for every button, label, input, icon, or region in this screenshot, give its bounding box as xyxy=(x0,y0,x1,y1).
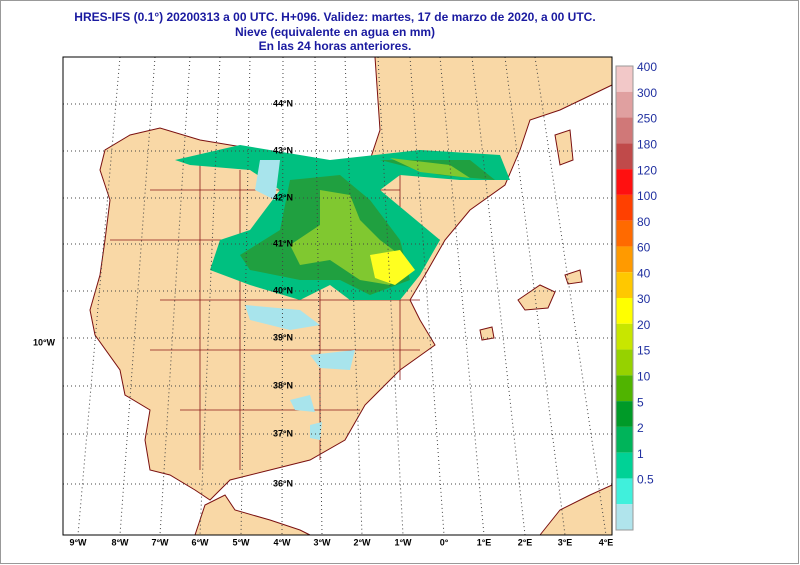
legend-label: 30 xyxy=(637,292,651,306)
legend-swatch xyxy=(616,426,633,453)
lon-label: 2°E xyxy=(518,537,533,547)
lon-label: 4°W xyxy=(273,537,291,547)
legend-swatch xyxy=(616,117,633,144)
legend-swatch xyxy=(616,452,633,479)
legend-label: 100 xyxy=(637,189,657,203)
lat-label: 38°N xyxy=(273,380,293,390)
legend-swatch xyxy=(616,298,633,324)
graticule xyxy=(63,56,612,536)
legend-swatch xyxy=(616,272,633,298)
legend-label: 60 xyxy=(637,241,651,255)
snow-area xyxy=(245,160,355,440)
lat-label: 44°N xyxy=(273,98,293,108)
lat-label: 36°N xyxy=(273,478,293,488)
lon-label: 3°E xyxy=(558,537,573,547)
lat-label: 39°N xyxy=(273,332,293,342)
legend-label: 250 xyxy=(637,112,657,126)
legend-swatch xyxy=(616,220,633,247)
land xyxy=(479,269,583,341)
lon-label: 6°W xyxy=(191,537,209,547)
lon-label: 9°W xyxy=(69,537,87,547)
legend-label: 180 xyxy=(637,138,657,152)
lat-label: 42°N xyxy=(273,192,293,202)
legend-swatch xyxy=(616,66,633,92)
legend-label: 2 xyxy=(637,421,644,435)
lat-label: 40°N xyxy=(273,285,293,295)
lon-label: 5°W xyxy=(232,537,250,547)
legend-label: 1 xyxy=(637,447,644,461)
lon-label: 10°W xyxy=(33,337,56,347)
legend-label: 15 xyxy=(637,344,651,358)
lon-label: 7°W xyxy=(151,537,169,547)
legend-label: 20 xyxy=(637,318,651,332)
lon-label: 3°W xyxy=(313,537,331,547)
legend-swatch xyxy=(616,375,633,402)
legend-swatch xyxy=(616,401,633,427)
legend-label: 0.5 xyxy=(637,473,654,487)
grid-line xyxy=(77,56,607,536)
lon-label: 1°W xyxy=(394,537,412,547)
legend-frame xyxy=(615,65,634,531)
title-line: En las 24 horas anteriores. xyxy=(259,39,412,53)
legend-swatch xyxy=(616,169,633,195)
legend-swatch xyxy=(616,478,633,505)
legend-swatch xyxy=(616,504,633,530)
legend-label: 10 xyxy=(637,370,651,384)
lon-label: 1°E xyxy=(477,537,492,547)
legend-swatch xyxy=(616,323,633,350)
legend-label: 120 xyxy=(637,163,657,177)
legend-swatch xyxy=(616,91,633,118)
map xyxy=(62,56,613,536)
land xyxy=(194,494,311,536)
legend-label: 400 xyxy=(637,60,657,74)
legend-label: 80 xyxy=(637,215,651,229)
legend-swatch xyxy=(616,349,633,376)
title-line: HRES-IFS (0.1°) 20200313 a 00 UTC. H+096… xyxy=(74,10,595,24)
lon-label: 4°E xyxy=(599,537,614,547)
lon-label: 8°W xyxy=(111,537,129,547)
lat-label: 43°N xyxy=(273,145,293,155)
lon-label: 0° xyxy=(440,537,449,547)
snow-area xyxy=(370,250,415,285)
legend-label: 5 xyxy=(637,395,644,409)
lon-label: 2°W xyxy=(353,537,371,547)
snow-area xyxy=(290,158,470,285)
map-frame xyxy=(62,56,613,536)
legend-swatch xyxy=(616,246,633,273)
legend-label: 300 xyxy=(637,86,657,100)
lat-label: 37°N xyxy=(273,428,293,438)
legend-label: 40 xyxy=(637,266,651,280)
land xyxy=(554,129,574,166)
legend-swatch xyxy=(616,194,633,221)
legend-swatch xyxy=(616,143,633,170)
title-line: Nieve (equivalente en agua en mm) xyxy=(235,25,435,39)
lat-label: 41°N xyxy=(273,238,293,248)
